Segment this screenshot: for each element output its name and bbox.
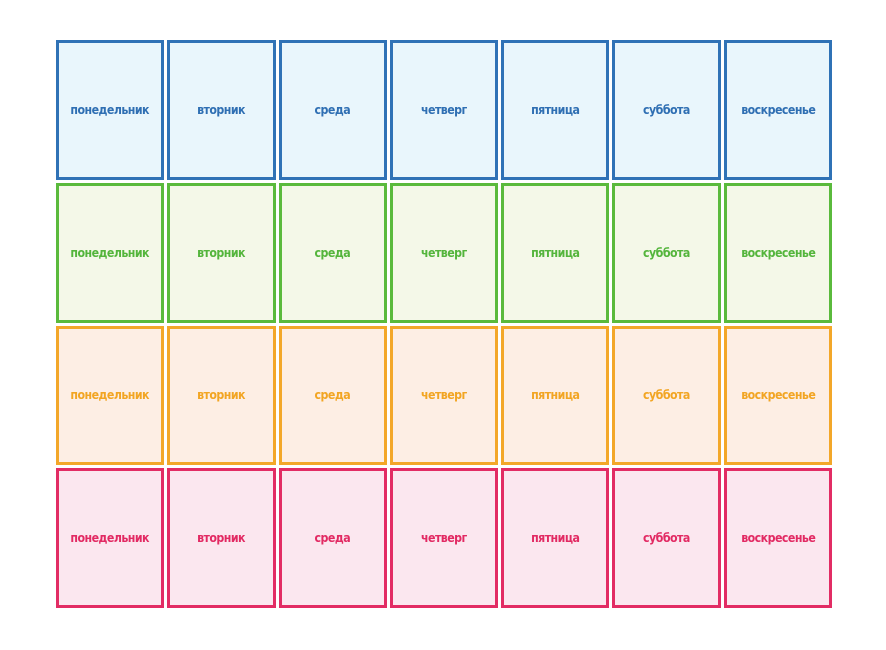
- weekday-cards-grid: понедельник вторник среда четверг пятница суб…: [56, 40, 832, 608]
- day-card-pink: вторник: [167, 468, 276, 608]
- day-card-green: четверг: [389, 182, 499, 323]
- day-card-label: понедельник: [70, 531, 150, 546]
- day-card-green: воскресенье: [723, 182, 832, 323]
- day-card-label: четверг: [421, 531, 467, 546]
- day-card-label: среда: [314, 531, 351, 546]
- day-card-label: вторник: [197, 531, 246, 546]
- day-card-blue: понедельник: [56, 40, 165, 180]
- day-card-label: среда: [314, 102, 351, 117]
- day-card-orange: воскресенье: [723, 325, 832, 466]
- day-card-label: пятница: [531, 388, 580, 403]
- day-card-label: пятница: [531, 531, 580, 546]
- day-card-pink: суббота: [612, 468, 721, 608]
- day-card-label: воскресенье: [740, 531, 816, 546]
- day-card-label: среда: [314, 388, 351, 403]
- day-card-blue: среда: [278, 40, 387, 180]
- day-card-blue: пятница: [501, 40, 610, 180]
- day-card-blue: вторник: [167, 40, 276, 180]
- day-card-label: вторник: [197, 388, 246, 403]
- day-card-label: понедельник: [70, 388, 150, 403]
- day-card-label: понедельник: [70, 102, 150, 117]
- day-card-green: вторник: [167, 182, 276, 323]
- day-card-pink: воскресенье: [723, 468, 832, 608]
- day-card-label: вторник: [197, 102, 246, 117]
- day-card-blue: суббота: [612, 40, 721, 180]
- day-card-label: суббота: [643, 388, 690, 403]
- day-card-label: пятница: [531, 245, 580, 260]
- day-card-green: среда: [278, 182, 387, 323]
- day-card-pink: среда: [278, 468, 387, 608]
- day-card-orange: суббота: [612, 325, 721, 466]
- day-card-pink: понедельник: [56, 468, 165, 608]
- day-card-label: воскресенье: [740, 102, 816, 117]
- day-card-label: четверг: [421, 102, 467, 117]
- day-card-orange: четверг: [389, 325, 499, 466]
- day-card-green: понедельник: [56, 182, 165, 323]
- day-card-green: пятница: [501, 182, 610, 323]
- day-card-label: суббота: [643, 245, 690, 260]
- day-card-label: воскресенье: [740, 388, 816, 403]
- day-card-blue: четверг: [389, 40, 499, 180]
- day-card-pink: пятница: [501, 468, 610, 608]
- day-card-label: суббота: [643, 102, 690, 117]
- day-card-label: понедельник: [70, 245, 150, 260]
- day-card-green: суббота: [612, 182, 721, 323]
- day-card-label: вторник: [197, 245, 246, 260]
- day-card-label: суббота: [643, 531, 690, 546]
- day-card-pink: четверг: [389, 468, 499, 608]
- day-card-label: среда: [314, 245, 351, 260]
- day-card-blue: воскресенье: [723, 40, 832, 180]
- day-card-orange: вторник: [167, 325, 276, 466]
- day-card-orange: среда: [278, 325, 387, 466]
- day-card-label: пятница: [531, 102, 580, 117]
- day-card-orange: понедельник: [56, 325, 165, 466]
- day-card-label: воскресенье: [740, 245, 816, 260]
- day-card-orange: пятница: [501, 325, 610, 466]
- day-card-label: четверг: [421, 388, 467, 403]
- day-card-label: четверг: [421, 245, 467, 260]
